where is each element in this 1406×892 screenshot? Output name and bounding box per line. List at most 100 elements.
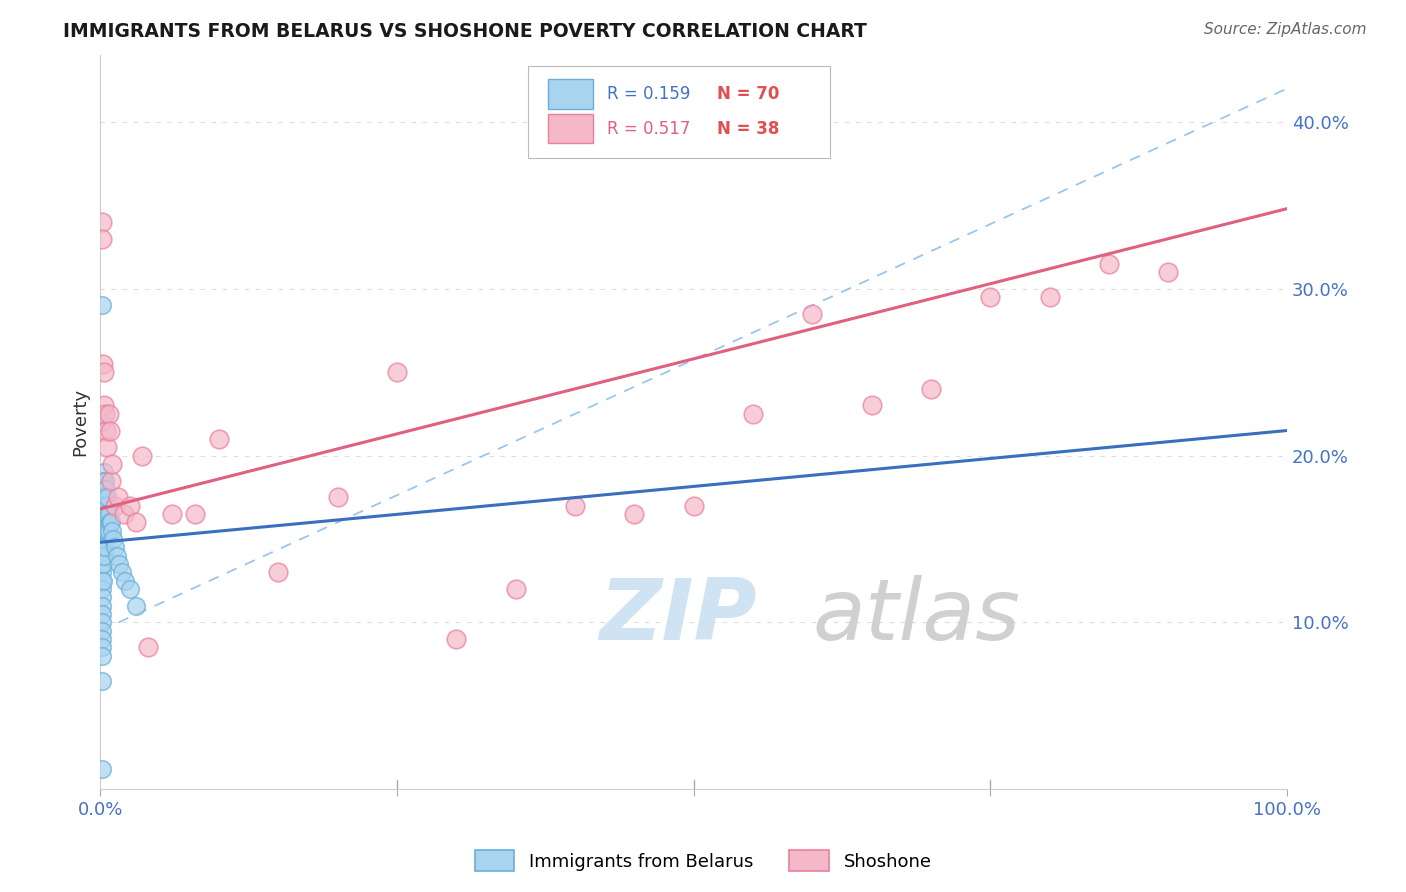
Point	[112, 507, 135, 521]
Text: R = 0.159: R = 0.159	[607, 85, 690, 103]
Point	[90, 632, 112, 646]
Point	[93, 465, 115, 479]
Point	[160, 507, 183, 521]
Point	[93, 365, 115, 379]
Point	[101, 524, 124, 538]
Point	[91, 524, 114, 538]
Point	[90, 524, 112, 538]
Point	[91, 507, 114, 521]
Point	[125, 599, 148, 613]
Point	[1039, 290, 1062, 304]
Point	[623, 507, 645, 521]
Point	[90, 566, 112, 580]
Point	[96, 482, 118, 496]
Bar	[548, 79, 593, 109]
Point	[104, 499, 127, 513]
Point	[94, 524, 117, 538]
Point	[90, 582, 112, 596]
Point	[90, 541, 112, 555]
Point	[125, 516, 148, 530]
Text: IMMIGRANTS FROM BELARUS VS SHOSHONE POVERTY CORRELATION CHART: IMMIGRANTS FROM BELARUS VS SHOSHONE POVE…	[63, 22, 868, 41]
Point	[91, 357, 114, 371]
Point	[94, 541, 117, 555]
Point	[91, 557, 114, 571]
Point	[96, 490, 118, 504]
Point	[90, 415, 112, 429]
Point	[96, 499, 118, 513]
Point	[114, 574, 136, 588]
Legend: Immigrants from Belarus, Shoshone: Immigrants from Belarus, Shoshone	[467, 843, 939, 879]
Point	[90, 762, 112, 776]
Point	[326, 490, 349, 504]
Point	[801, 307, 824, 321]
Point	[98, 516, 121, 530]
Text: N = 70: N = 70	[717, 85, 780, 103]
Point	[505, 582, 527, 596]
Point	[90, 298, 112, 312]
Point	[94, 407, 117, 421]
Point	[90, 490, 112, 504]
Point	[564, 499, 586, 513]
Point	[90, 499, 112, 513]
Point	[90, 673, 112, 688]
Text: atlas: atlas	[813, 575, 1021, 658]
Point	[96, 424, 118, 438]
Point	[93, 474, 115, 488]
Point	[93, 524, 115, 538]
Text: ZIP: ZIP	[599, 575, 756, 658]
Point	[118, 499, 141, 513]
Point	[93, 549, 115, 563]
Point	[94, 490, 117, 504]
Point	[385, 365, 408, 379]
Point	[91, 490, 114, 504]
Point	[446, 632, 468, 646]
Point	[742, 407, 765, 421]
Point	[1098, 257, 1121, 271]
Point	[93, 516, 115, 530]
Point	[107, 490, 129, 504]
Point	[91, 482, 114, 496]
Point	[96, 507, 118, 521]
Point	[93, 399, 115, 413]
Point	[105, 549, 128, 563]
Text: N = 38: N = 38	[717, 120, 780, 137]
Point	[93, 507, 115, 521]
Point	[93, 499, 115, 513]
Point	[208, 432, 231, 446]
Point	[860, 399, 883, 413]
Point	[100, 474, 122, 488]
Point	[90, 640, 112, 655]
Point	[101, 457, 124, 471]
Point	[90, 557, 112, 571]
Point	[94, 516, 117, 530]
FancyBboxPatch shape	[527, 66, 830, 158]
Point	[90, 607, 112, 621]
Point	[91, 549, 114, 563]
Point	[90, 549, 112, 563]
Y-axis label: Poverty: Poverty	[72, 388, 89, 456]
Point	[104, 541, 127, 555]
Point	[90, 516, 112, 530]
Point	[108, 557, 131, 571]
Point	[90, 648, 112, 663]
Point	[94, 474, 117, 488]
Point	[96, 440, 118, 454]
Point	[100, 516, 122, 530]
Point	[91, 499, 114, 513]
Bar	[548, 114, 593, 144]
Point	[136, 640, 159, 655]
Point	[97, 407, 120, 421]
Point	[118, 582, 141, 596]
Point	[96, 524, 118, 538]
Point	[267, 566, 290, 580]
Text: R = 0.517: R = 0.517	[607, 120, 690, 137]
Point	[94, 499, 117, 513]
Point	[90, 591, 112, 605]
Point	[96, 524, 118, 538]
Point	[96, 507, 118, 521]
Point	[91, 532, 114, 546]
Point	[131, 449, 153, 463]
Point	[111, 566, 134, 580]
Point	[184, 507, 207, 521]
Point	[1157, 265, 1180, 279]
